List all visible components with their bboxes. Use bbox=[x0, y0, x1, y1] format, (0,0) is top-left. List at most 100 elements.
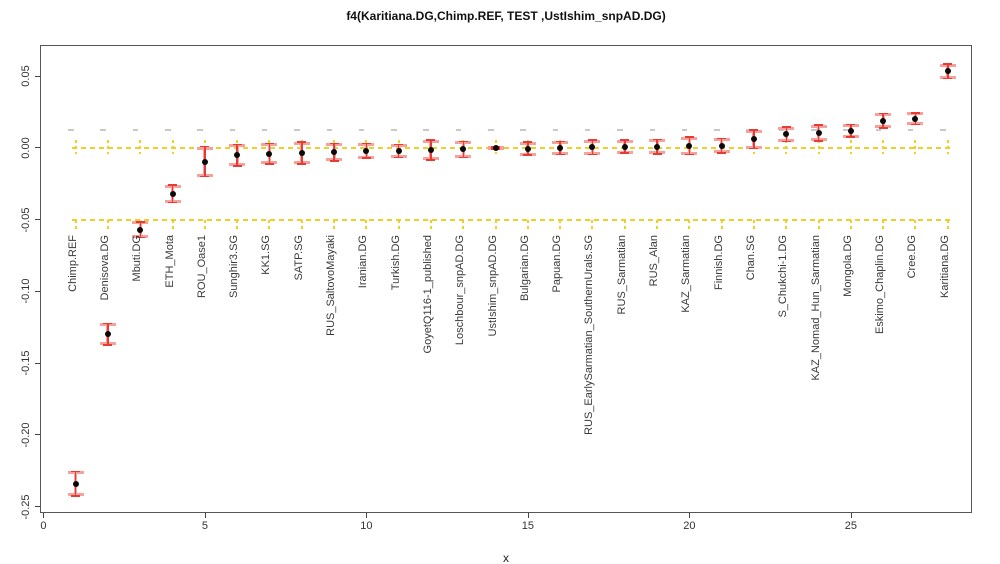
x-axis-title: x bbox=[503, 551, 509, 564]
data-point bbox=[104, 331, 111, 338]
data-point bbox=[589, 144, 596, 151]
error-bar-red-cap bbox=[781, 126, 791, 128]
error-bar-red-cap bbox=[523, 154, 533, 156]
data-point bbox=[654, 143, 661, 150]
reference-line-tick bbox=[397, 219, 400, 230]
error-bar-red-cap bbox=[587, 153, 597, 156]
y-tick-label: -0.15 bbox=[20, 350, 32, 376]
reference-line-tick bbox=[171, 219, 174, 230]
point-label: RUS_Alan bbox=[648, 235, 661, 287]
error-bar-red-cap bbox=[749, 129, 759, 131]
reference-line-tick bbox=[688, 219, 691, 230]
y-axis-tick bbox=[35, 434, 40, 436]
x-tick-label: 5 bbox=[201, 520, 208, 532]
reference-line-tick bbox=[526, 219, 529, 230]
error-bar-red-cap bbox=[168, 184, 178, 187]
y-tick-label: -0.25 bbox=[20, 493, 32, 520]
y-tick-label: -0.05 bbox=[20, 207, 32, 233]
data-point bbox=[847, 127, 854, 134]
y-tick-label: 0.00 bbox=[20, 137, 32, 159]
grey-marker bbox=[875, 129, 882, 132]
data-point bbox=[331, 149, 338, 156]
error-bar-red-cap bbox=[910, 112, 920, 114]
point-label: RUS_SaltovoMayaki bbox=[325, 235, 338, 336]
reference-line-tick bbox=[106, 219, 109, 230]
error-bar-red-cap bbox=[394, 143, 404, 146]
reference-line-tick bbox=[623, 219, 626, 230]
data-point bbox=[686, 142, 693, 149]
error-bar-red-cap bbox=[103, 322, 113, 325]
error-bar-red-cap bbox=[135, 221, 145, 223]
reference-line-tick bbox=[752, 219, 755, 230]
data-point bbox=[427, 147, 434, 154]
error-bar-red-cap bbox=[297, 141, 307, 144]
chart-title: f4(Karitiana.DG,Chimp.REF, TEST ,UstIshi… bbox=[346, 9, 666, 23]
data-point bbox=[750, 136, 757, 143]
point-label: Bulgarian.DG bbox=[518, 235, 531, 302]
point-label: Denisova.DG bbox=[98, 235, 111, 301]
point-label: Finnish.DG bbox=[712, 235, 725, 291]
reference-line-tick bbox=[494, 219, 497, 230]
error-bar-red-cap bbox=[652, 152, 662, 155]
error-bar-red-cap bbox=[814, 140, 824, 142]
error-bar-red-cap bbox=[361, 157, 371, 159]
plot-border bbox=[40, 45, 972, 513]
data-point bbox=[363, 147, 370, 154]
x-axis-tick bbox=[366, 513, 368, 518]
x-tick-label: 15 bbox=[521, 520, 534, 532]
point-label: Eskimo_Chaplin.DG bbox=[874, 235, 887, 335]
grey-marker bbox=[649, 129, 656, 132]
error-bar-red-cap bbox=[71, 494, 81, 497]
point-label: KAZ_Nomad_Hun_Sarmatian bbox=[809, 235, 822, 381]
reference-line-tick bbox=[882, 219, 885, 230]
point-label: RUS_Sarmatian bbox=[615, 235, 628, 315]
grey-marker bbox=[100, 129, 106, 132]
x-axis-tick bbox=[527, 513, 529, 518]
grey-marker bbox=[423, 129, 429, 132]
error-bar-red-cap bbox=[846, 136, 856, 139]
error-bar-red-cap bbox=[232, 165, 242, 167]
point-label: ROU_Oase1 bbox=[195, 235, 208, 299]
data-point bbox=[524, 145, 531, 152]
grey-marker bbox=[68, 129, 74, 132]
reference-line-tick bbox=[333, 219, 336, 230]
error-bar-red-cap bbox=[458, 156, 468, 159]
x-axis-tick bbox=[689, 513, 691, 518]
point-label: Mbuti.DG bbox=[131, 235, 144, 282]
error-bar-red-cap bbox=[232, 143, 242, 146]
grey-marker bbox=[778, 129, 785, 132]
error-bar-red-cap bbox=[426, 159, 436, 161]
x-tick-label: 25 bbox=[844, 520, 857, 532]
error-bar-red-cap bbox=[135, 236, 145, 239]
data-point bbox=[72, 480, 79, 487]
error-bar-red-cap bbox=[103, 344, 113, 346]
grey-marker bbox=[197, 129, 203, 132]
grey-marker bbox=[584, 129, 591, 132]
data-point bbox=[169, 190, 176, 197]
point-label: Sunghir3.SG bbox=[228, 235, 241, 299]
y-axis-tick bbox=[35, 362, 40, 364]
x-axis-tick bbox=[204, 513, 206, 518]
point-label: RUS_EarlySarmatian_SouthernUrals.SG bbox=[583, 235, 596, 435]
error-bar-red-cap bbox=[717, 137, 727, 140]
grey-marker bbox=[391, 129, 397, 132]
data-point bbox=[621, 143, 628, 150]
grey-marker bbox=[326, 129, 333, 132]
reference-line-tick bbox=[849, 219, 852, 230]
point-label: Mongola.DG bbox=[841, 235, 854, 297]
reference-line-tick bbox=[74, 219, 77, 230]
error-bar-red-cap bbox=[878, 127, 888, 129]
error-bar-red-cap bbox=[200, 145, 210, 148]
data-point bbox=[718, 142, 725, 149]
data-point bbox=[395, 147, 402, 154]
error-bar-red-cap bbox=[555, 153, 565, 156]
reference-line-tick bbox=[203, 219, 206, 230]
y-tick-label: -0.20 bbox=[20, 422, 32, 448]
data-point bbox=[815, 129, 822, 136]
grey-marker bbox=[358, 129, 365, 132]
reference-line-tick bbox=[914, 219, 917, 230]
reference-line-tick bbox=[785, 219, 788, 230]
error-bar-red-cap bbox=[684, 136, 694, 139]
data-point bbox=[557, 144, 564, 151]
point-label: Chan.SG bbox=[744, 235, 757, 281]
